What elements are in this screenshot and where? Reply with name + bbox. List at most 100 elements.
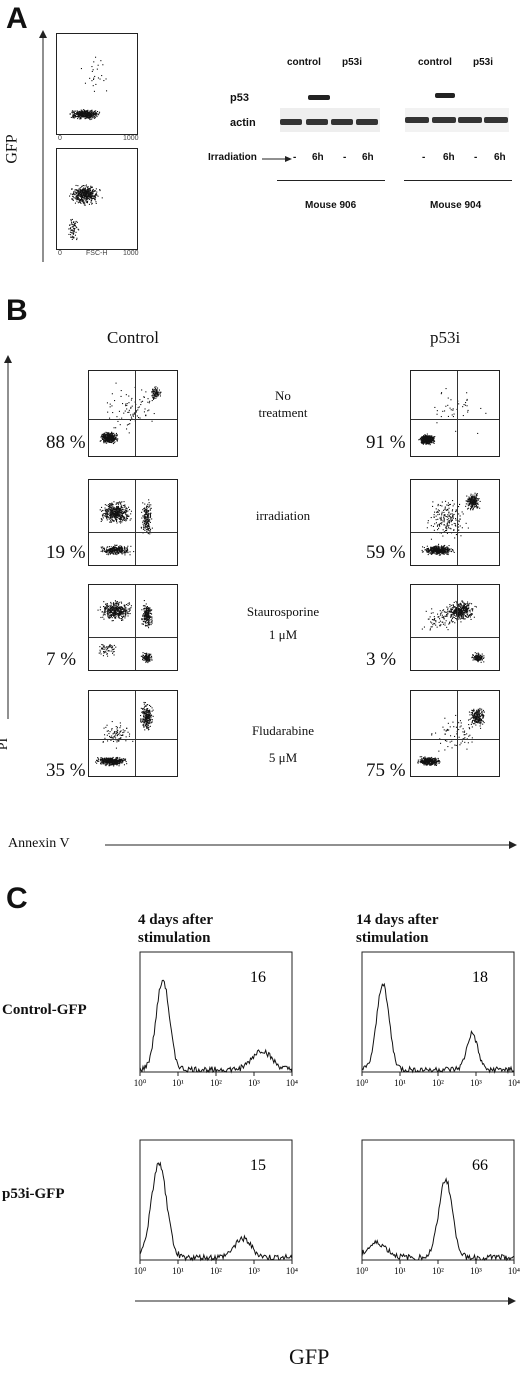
- treatment-row2-line1: irradiation: [255, 508, 311, 523]
- treatment-row1-line2: treatment: [258, 405, 308, 420]
- panel-c-row-top: Control-GFP: [2, 1002, 87, 1018]
- lane-3: -: [343, 152, 347, 163]
- mouse-906-line: [277, 180, 385, 181]
- lane-6: 6h: [443, 152, 455, 163]
- dot-cloud: [417, 707, 485, 766]
- panel-a-y-axis-arrow: [39, 30, 47, 262]
- lane-7: -: [474, 152, 478, 163]
- histogram-frame: [139, 1139, 293, 1261]
- mouse-904-line: [404, 180, 512, 181]
- panel-b-letter: B: [6, 294, 28, 327]
- facs-tick-max: 1000: [123, 135, 139, 142]
- p53i-pct-row3: 3 %: [366, 649, 397, 670]
- panel-c-col-right-line2: stimulation: [356, 930, 429, 946]
- panel-c-x-axis-label: GFP: [289, 1344, 330, 1369]
- mouse-904-label: Mouse 904: [430, 200, 482, 211]
- blot-col-p53i-left: p53i: [342, 57, 363, 68]
- lane-2: 6h: [312, 152, 324, 163]
- x-tick-label: 10³: [470, 1266, 482, 1276]
- histogram-curve: [361, 1177, 515, 1262]
- treatment-row4-line2: 5 μM: [268, 750, 298, 765]
- facs-tick-zero: 0: [58, 135, 62, 142]
- panel-b-col-control: Control: [107, 328, 159, 347]
- x-tick-label: 10⁰: [356, 1078, 369, 1088]
- irradiation-label: Irradiation: [208, 152, 257, 163]
- facs-x-axis-label: FSC-H: [86, 250, 108, 257]
- lane-1: -: [293, 152, 297, 163]
- p53i-pct-row1: 91 %: [366, 432, 406, 453]
- blot-row-actin: actin: [230, 117, 256, 129]
- x-tick-label: 10³: [248, 1078, 260, 1088]
- panel-c-letter: C: [6, 882, 28, 915]
- x-tick-label: 10¹: [394, 1078, 406, 1088]
- x-tick-label: 10¹: [172, 1078, 184, 1088]
- x-tick-label: 10⁴: [286, 1078, 298, 1088]
- panel-c-col-left-line1: 4 days after: [138, 912, 213, 928]
- x-tick-label: 10¹: [172, 1266, 184, 1276]
- blot-col-p53i-right: p53i: [473, 57, 494, 68]
- dot-cloud: [99, 499, 153, 556]
- histogram-frame: [139, 951, 293, 1073]
- control-pct-row1: 88 %: [46, 432, 86, 453]
- gfp-histogram-4: 10⁰ 10¹ 10² 10³ 10⁴ 66: [356, 1139, 520, 1276]
- dot-cloud: [99, 382, 162, 445]
- x-tick-label: 10⁴: [508, 1266, 520, 1276]
- annexin-plot-control-row3: [88, 584, 178, 671]
- blot-row-p53: p53: [230, 92, 249, 104]
- x-tick-label: 10⁰: [356, 1266, 369, 1276]
- gfp-histogram-2: 10⁰ 10¹ 10² 10³ 10⁴ 18: [356, 951, 520, 1088]
- treatment-row3-line1: Staurosporine: [246, 604, 320, 619]
- blot-col-control-right: control: [418, 57, 452, 68]
- facs-tick-max-2: 1000: [123, 250, 139, 257]
- x-tick-label: 10²: [432, 1266, 444, 1276]
- western-blot: [280, 93, 509, 132]
- dot-cloud: [68, 184, 103, 241]
- panel-c-x-axis-arrow: [135, 1297, 516, 1305]
- blot-col-control-left: control: [287, 57, 321, 68]
- panel-b-y-axis-arrow: [4, 355, 12, 719]
- control-pct-row4: 35 %: [46, 760, 86, 781]
- annexin-plot-p53i-row2: [410, 479, 500, 566]
- histogram-value-label: 66: [472, 1157, 488, 1174]
- p53i-pct-row2: 59 %: [366, 542, 406, 563]
- lane-4: 6h: [362, 152, 374, 163]
- mouse-906-label: Mouse 906: [305, 200, 357, 211]
- histogram-value-label: 15: [250, 1157, 266, 1174]
- dot-cloud: [421, 492, 481, 556]
- dot-cloud: [95, 701, 154, 767]
- treatment-row1-line1: No: [275, 388, 291, 403]
- facs-tick-zero-2: 0: [58, 250, 62, 257]
- panel-c-col-left-line2: stimulation: [138, 930, 211, 946]
- histogram-frame: [361, 1139, 515, 1261]
- x-tick-label: 10²: [432, 1078, 444, 1088]
- dot-cloud: [69, 56, 108, 121]
- panel-b-col-p53i: p53i: [430, 328, 461, 347]
- gfp-histogram-3: 10⁰ 10¹ 10² 10³ 10⁴ 15: [134, 1139, 298, 1276]
- p53i-pct-row4: 75 %: [366, 760, 406, 781]
- panel-b-x-axis-arrow: [105, 841, 517, 849]
- histogram-curve: [361, 982, 515, 1074]
- annexin-plot-control-row1: [88, 370, 178, 457]
- dot-cloud: [418, 388, 487, 446]
- facs-plot-control: [56, 33, 138, 135]
- annexin-plot-control-row2: [88, 479, 178, 566]
- dot-cloud: [97, 600, 153, 664]
- histogram-value-label: 16: [250, 969, 266, 986]
- irradiation-arrow: [262, 156, 292, 162]
- treatment-row4-line1: Fludarabine: [251, 723, 315, 738]
- histogram-curve: [139, 1161, 293, 1262]
- annexin-plot-control-row4: [88, 690, 178, 777]
- facs-plot-p53i: [56, 148, 138, 250]
- histogram-value-label: 18: [472, 969, 488, 986]
- annexin-plot-p53i-row4: [410, 690, 500, 777]
- annexin-plot-p53i-row1: [410, 370, 500, 457]
- histogram-curve: [139, 979, 293, 1074]
- x-tick-label: 10¹: [394, 1266, 406, 1276]
- panel-a-letter: A: [6, 2, 28, 35]
- control-pct-row3: 7 %: [46, 649, 77, 670]
- x-tick-label: 10⁰: [134, 1078, 147, 1088]
- histogram-frame: [361, 951, 515, 1073]
- x-tick-label: 10³: [470, 1078, 482, 1088]
- lane-5: -: [422, 152, 426, 163]
- annexin-plot-p53i-row3: [410, 584, 500, 671]
